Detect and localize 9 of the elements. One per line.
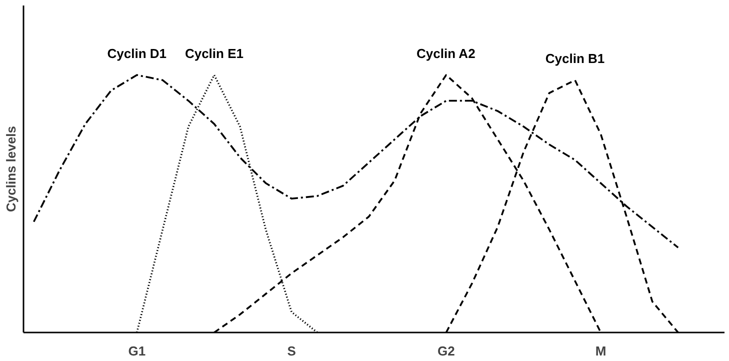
series-label: Cyclin D1 xyxy=(107,46,167,62)
x-tick-label: S xyxy=(287,344,296,358)
y-axis-title: Cyclins levels xyxy=(4,126,18,212)
series-label: Cyclin E1 xyxy=(184,46,244,62)
series-label: Cyclin A2 xyxy=(416,46,476,62)
series-label: Cyclin B1 xyxy=(545,51,605,66)
x-tick-label: G1 xyxy=(128,344,146,358)
x-tick-label: G2 xyxy=(437,344,455,358)
x-tick-label: M xyxy=(595,344,606,358)
